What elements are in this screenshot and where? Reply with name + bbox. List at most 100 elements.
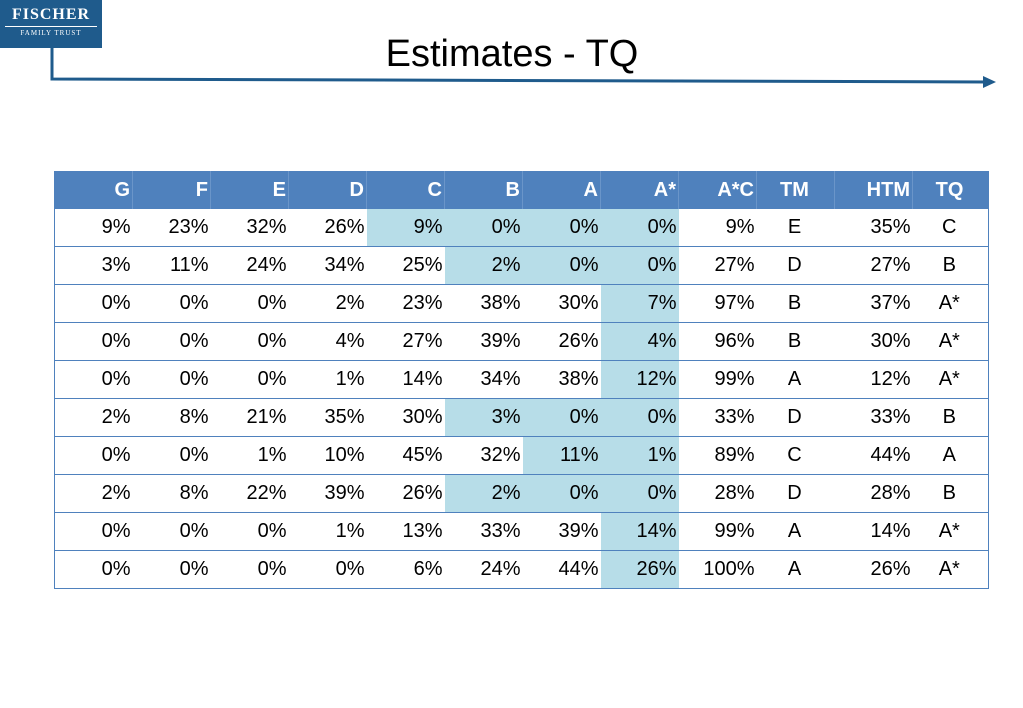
table-cell: 0% xyxy=(54,550,133,589)
table-row: 2% 8% 22% 39% 26% 2% 0% 0% 28% D 28% B xyxy=(54,474,989,513)
table-cell: A* xyxy=(912,512,989,551)
table-cell: 39% xyxy=(444,322,523,361)
table-cell: 11% xyxy=(132,246,211,285)
table-cell: E xyxy=(756,209,835,247)
table-cell: 26% xyxy=(366,474,445,513)
table-cell: 22% xyxy=(210,474,289,513)
table-cell: 12% xyxy=(834,360,913,399)
table-cell: 39% xyxy=(288,474,367,513)
table-cell: 0% xyxy=(210,284,289,323)
column-header-tm: TM xyxy=(756,171,835,209)
table-cell: C xyxy=(912,209,989,247)
table-cell: 26% xyxy=(834,550,913,589)
table-cell: 2% xyxy=(288,284,367,323)
table-cell: 0% xyxy=(600,474,679,513)
table-cell: 8% xyxy=(132,398,211,437)
table-cell: 0% xyxy=(522,246,601,285)
table-cell: 0% xyxy=(600,209,679,247)
logo-subname: FAMILY TRUST xyxy=(20,29,82,37)
table-cell: 97% xyxy=(678,284,757,323)
table-row: 2% 8% 21% 35% 30% 3% 0% 0% 33% D 33% B xyxy=(54,398,989,437)
column-header-c: C xyxy=(366,171,445,209)
table-cell: 3% xyxy=(444,398,523,437)
table-cell: 32% xyxy=(210,209,289,247)
table-cell: 96% xyxy=(678,322,757,361)
table-cell: 0% xyxy=(132,512,211,551)
table-cell: A* xyxy=(912,360,989,399)
table-cell: 26% xyxy=(600,550,679,589)
arrow-head-icon xyxy=(983,76,996,88)
table-cell: 24% xyxy=(210,246,289,285)
table-cell: 0% xyxy=(210,322,289,361)
table-cell: 25% xyxy=(366,246,445,285)
table-cell: 0% xyxy=(54,512,133,551)
table-cell: 38% xyxy=(444,284,523,323)
table-cell: 27% xyxy=(678,246,757,285)
table-cell: 10% xyxy=(288,436,367,475)
header-arrow xyxy=(50,48,996,88)
estimates-table: G F E D C B A A* A*C TM HTM TQ 9% 23% 32% 26% 9% 0% 0% 0% 9… xyxy=(54,171,989,589)
table-cell: 0% xyxy=(54,436,133,475)
table-cell: 100% xyxy=(678,550,757,589)
table-cell: 23% xyxy=(366,284,445,323)
page-title: Estimates - TQ xyxy=(385,33,639,75)
table-cell: 99% xyxy=(678,360,757,399)
table-row: 0% 0% 1% 10% 45% 32% 11% 1% 89% C 44% A xyxy=(54,436,989,475)
table-cell: 33% xyxy=(444,512,523,551)
table-cell: 14% xyxy=(834,512,913,551)
table-cell: 23% xyxy=(132,209,211,247)
column-header-b: B xyxy=(444,171,523,209)
logo-divider xyxy=(5,26,97,27)
table-row: 0% 0% 0% 1% 13% 33% 39% 14% 99% A 14% A* xyxy=(54,512,989,551)
table-cell: 0% xyxy=(444,209,523,247)
table-cell: B xyxy=(912,246,989,285)
table-cell: 1% xyxy=(288,512,367,551)
table-cell: 35% xyxy=(288,398,367,437)
table-row: 9% 23% 32% 26% 9% 0% 0% 0% 9% E 35% C xyxy=(54,209,989,247)
table-cell: 30% xyxy=(366,398,445,437)
table-cell: 27% xyxy=(366,322,445,361)
table-cell: 44% xyxy=(522,550,601,589)
column-header-htm: HTM xyxy=(834,171,913,209)
table-cell: B xyxy=(912,398,989,437)
table-cell: 35% xyxy=(834,209,913,247)
table-cell: 0% xyxy=(210,550,289,589)
table-cell: 99% xyxy=(678,512,757,551)
table-cell: 30% xyxy=(522,284,601,323)
table-cell: 37% xyxy=(834,284,913,323)
table-cell: 28% xyxy=(678,474,757,513)
logo-name: FISCHER xyxy=(11,6,91,23)
table-cell: B xyxy=(912,474,989,513)
table-cell: 0% xyxy=(522,398,601,437)
table-cell: 14% xyxy=(366,360,445,399)
table-cell: D xyxy=(756,398,835,437)
table-cell: 32% xyxy=(444,436,523,475)
table-cell: 3% xyxy=(54,246,133,285)
table-cell: 2% xyxy=(444,246,523,285)
column-header-g: G xyxy=(54,171,133,209)
column-header-d: D xyxy=(288,171,367,209)
table-cell: 0% xyxy=(210,512,289,551)
table-cell: 26% xyxy=(288,209,367,247)
table-cell: D xyxy=(756,474,835,513)
table-row: 0% 0% 0% 4% 27% 39% 26% 4% 96% B 30% A* xyxy=(54,322,989,361)
table-cell: 9% xyxy=(366,209,445,247)
table-cell: 0% xyxy=(600,398,679,437)
table-cell: A* xyxy=(912,284,989,323)
table-cell: 39% xyxy=(522,512,601,551)
table-body: 9% 23% 32% 26% 9% 0% 0% 0% 9% E 35% C 3% 11% 24% 34% 25%… xyxy=(54,209,989,589)
table-row: 0% 0% 0% 1% 14% 34% 38% 12% 99% A 12% A* xyxy=(54,360,989,399)
column-header-a-starc: A*C xyxy=(678,171,757,209)
table-cell: 0% xyxy=(522,209,601,247)
fischer-family-trust-logo: FISCHER FAMILY TRUST xyxy=(0,0,102,48)
table-cell: 0% xyxy=(54,360,133,399)
table-cell: 28% xyxy=(834,474,913,513)
table-cell: 1% xyxy=(600,436,679,475)
table-cell: A xyxy=(756,512,835,551)
table-cell: 0% xyxy=(132,360,211,399)
column-header-f: F xyxy=(132,171,211,209)
table-cell: A xyxy=(756,550,835,589)
table-cell: A xyxy=(756,360,835,399)
table-cell: 11% xyxy=(522,436,601,475)
table-cell: 8% xyxy=(132,474,211,513)
